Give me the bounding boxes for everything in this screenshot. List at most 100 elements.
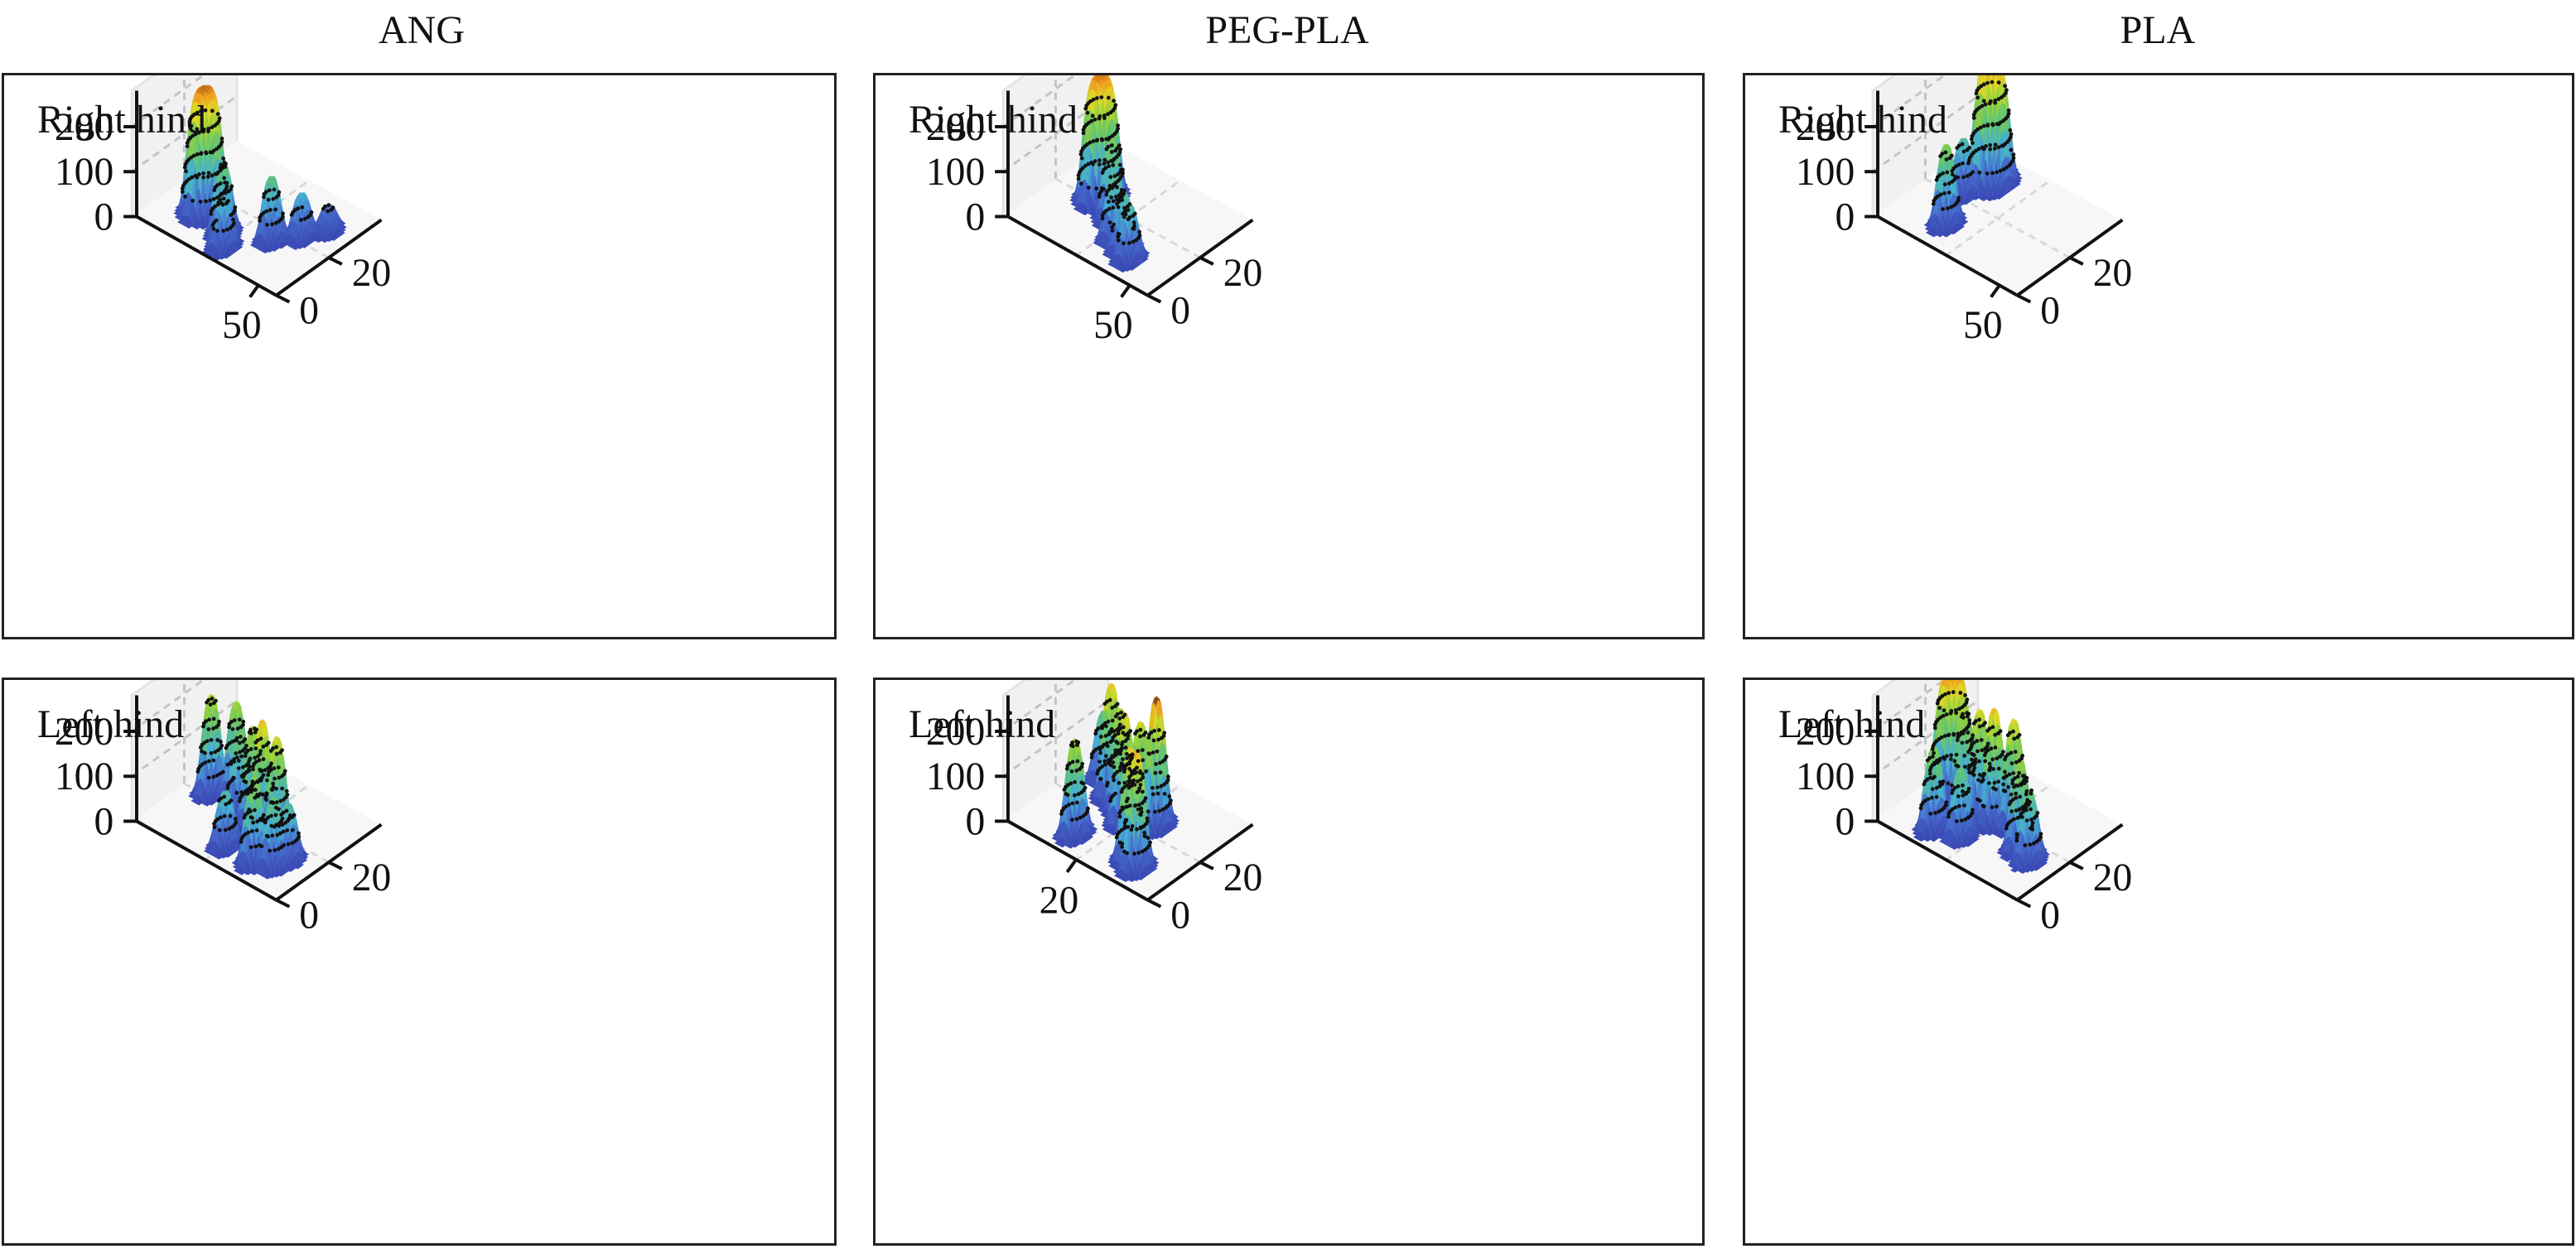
z-tick-label: 0	[965, 195, 985, 239]
y-axis	[2016, 218, 2124, 297]
panel-label: Left hind	[37, 702, 185, 746]
x-tick	[1120, 284, 1131, 298]
grid-line	[131, 699, 238, 778]
x-axis	[136, 819, 277, 902]
x-tick	[1990, 284, 2001, 298]
y-tick	[328, 256, 343, 266]
column-title-ang: ANG	[379, 8, 465, 52]
contour-lines	[180, 108, 335, 234]
panel-peg-pla-right-hind: 0 100 200 0 20 50 Right hind	[873, 73, 1705, 639]
contour-lines	[1059, 697, 1173, 856]
z-tick-label: 0	[94, 800, 113, 843]
z-tick-label: 0	[965, 800, 985, 843]
panel-label: Left hind	[909, 702, 1056, 746]
x-axis	[1007, 819, 1149, 902]
x-tick-label: 50	[222, 304, 262, 347]
y-tick-label: 0	[1170, 894, 1190, 937]
contour-lines	[1918, 690, 2043, 847]
y-tick	[2069, 256, 2084, 266]
z-tick-label: 200	[1796, 711, 1855, 754]
y-tick-label: 20	[352, 252, 392, 295]
pane-edge	[1871, 75, 1980, 217]
surface	[1069, 75, 1151, 273]
z-tick-label: 0	[1835, 800, 1855, 843]
grid-line	[1002, 699, 1109, 778]
y-axis	[1146, 822, 1254, 902]
y-tick-label: 0	[299, 894, 319, 937]
z-tick-label: 100	[926, 755, 985, 798]
y-tick-label: 0	[2040, 894, 2060, 937]
x-tick-label: 20	[1040, 880, 1079, 923]
pane-edge	[130, 680, 239, 822]
z-tick-label: 200	[55, 711, 113, 754]
panel-peg-pla-left-hind: 0 100 200 0 20 20 Left hind	[873, 678, 1705, 1246]
panel-pla-right-hind: 0 100 200 0 20 50 Right hind	[1743, 73, 2574, 639]
y-tick-label: 20	[1223, 252, 1263, 295]
contour-lines	[1076, 95, 1142, 246]
y-tick-label: 20	[2093, 856, 2133, 899]
z-tick-label: 100	[926, 151, 985, 194]
y-tick	[1146, 293, 1162, 304]
x-axis	[1877, 215, 2019, 297]
panel-label: Right hind	[1778, 98, 1948, 142]
y-tick-label: 20	[2093, 252, 2133, 295]
y-tick	[275, 293, 291, 304]
x-tick-label: 50	[1963, 304, 2003, 347]
y-tick	[2016, 293, 2032, 304]
z-tick-label: 200	[926, 106, 985, 149]
contour-lines	[1931, 80, 2016, 211]
contour-lines	[195, 697, 301, 853]
y-tick	[1199, 256, 1214, 266]
z-tick-label: 100	[1796, 755, 1855, 798]
x-tick	[248, 284, 260, 298]
pane-edge	[1001, 680, 1110, 822]
grid-line	[203, 179, 311, 258]
pane-edge	[1871, 680, 1980, 822]
grid-line	[203, 784, 311, 862]
z-tick-label: 200	[926, 711, 985, 754]
grid-line	[131, 94, 238, 173]
column-title-peg-pla: PEG-PLA	[1205, 8, 1369, 52]
z-tick-label: 200	[1796, 106, 1855, 149]
y-axis	[2016, 822, 2124, 902]
z-tick-label: 0	[1835, 195, 1855, 239]
z-tick-label: 200	[55, 106, 113, 149]
panel-label: Right hind	[909, 98, 1078, 142]
x-tick	[1065, 859, 1077, 874]
x-axis	[136, 215, 277, 297]
y-tick-label: 20	[352, 856, 392, 899]
z-tick-label: 100	[55, 755, 113, 798]
panel-ang-right-hind: 0 100 200 0 20 50 Right hind	[2, 73, 837, 639]
panel-pla-left-hind: 0 100 200 0 20 Left hind	[1743, 678, 2574, 1246]
y-tick-label: 20	[1223, 856, 1263, 899]
y-tick	[328, 861, 343, 870]
grid-line	[1944, 179, 2052, 258]
z-tick-label: 100	[55, 151, 113, 194]
y-tick	[1199, 861, 1214, 870]
z-tick-label: 100	[1796, 151, 1855, 194]
y-tick	[2016, 898, 2032, 909]
x-axis	[1007, 215, 1149, 297]
y-tick	[1146, 898, 1162, 909]
y-tick-label: 0	[299, 289, 319, 332]
panel-label: Right hind	[37, 98, 207, 142]
grid-line	[1872, 94, 1979, 173]
y-tick-label: 0	[2040, 289, 2060, 332]
panel-label: Left hind	[1778, 702, 1926, 746]
